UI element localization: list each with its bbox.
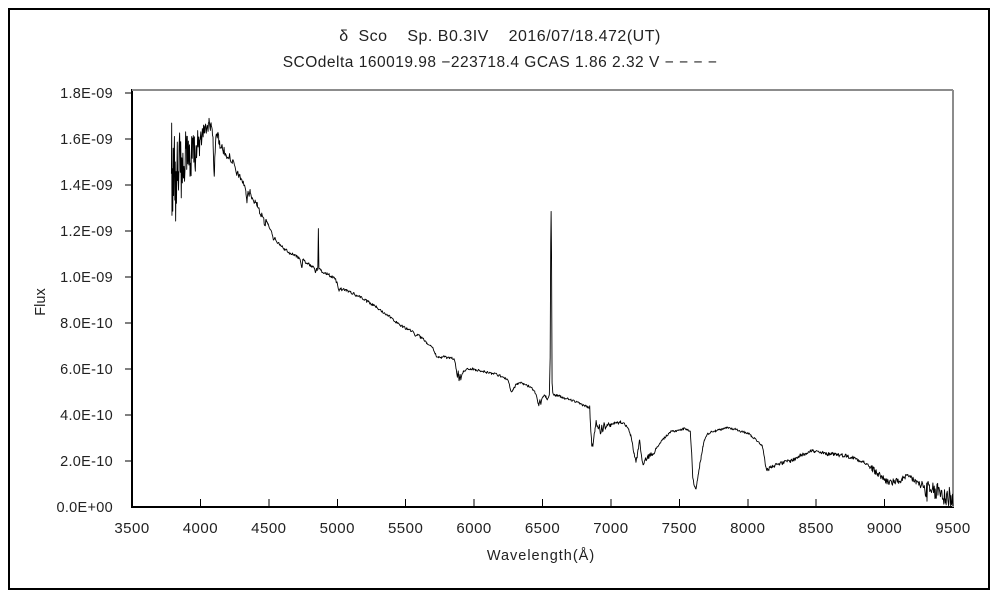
window-border [8, 8, 990, 590]
axis-tick-labels: 3500 4000 4500 5000 5500 6000 6500 7000 7500 8000… [56, 86, 970, 537]
y-axis-title: Flux [33, 288, 49, 316]
y-tick-label: 6.0E-10 [60, 362, 113, 378]
x-axis-title: Wavelength(Å) [487, 547, 595, 564]
y-tick-label: 8.0E-10 [60, 316, 113, 332]
y-tick-label: 1.2E-09 [60, 224, 113, 240]
x-tick-label: 4000 [183, 520, 218, 537]
y-tick-label: 1.6E-09 [60, 132, 113, 148]
x-tick-label: 4500 [251, 520, 286, 537]
x-tick-label: 9500 [935, 520, 970, 537]
y-tick-label: 1.0E-09 [60, 270, 113, 286]
x-tick-label: 7000 [593, 520, 628, 537]
x-tick-label: 3500 [114, 520, 149, 537]
x-tick-label: 5500 [388, 520, 423, 537]
y-tick-label: 4.0E-10 [60, 408, 113, 424]
axis-ticks [125, 92, 886, 507]
y-tick-label: 1.8E-09 [60, 86, 113, 102]
spectrum-line [170, 117, 954, 507]
chart-subtitle: SCOdelta 160019.98 −223718.4 GCAS 1.86 2… [282, 54, 718, 71]
y-tick-label: 2.0E-10 [60, 454, 113, 470]
x-tick-label: 5000 [320, 520, 355, 537]
x-tick-label: 6000 [456, 520, 491, 537]
x-tick-label: 6500 [525, 520, 560, 537]
x-tick-label: 7500 [662, 520, 697, 537]
x-tick-label: 8000 [730, 520, 765, 537]
chart-title: δ Sco Sp. B0.3IV 2016/07/18.472(UT) [339, 28, 661, 45]
y-tick-label: 0.0E+00 [56, 500, 113, 516]
x-tick-label: 8500 [798, 520, 833, 537]
plot-frame [131, 89, 954, 508]
x-tick-label: 9000 [867, 520, 902, 537]
y-tick-label: 1.4E-09 [60, 178, 113, 194]
